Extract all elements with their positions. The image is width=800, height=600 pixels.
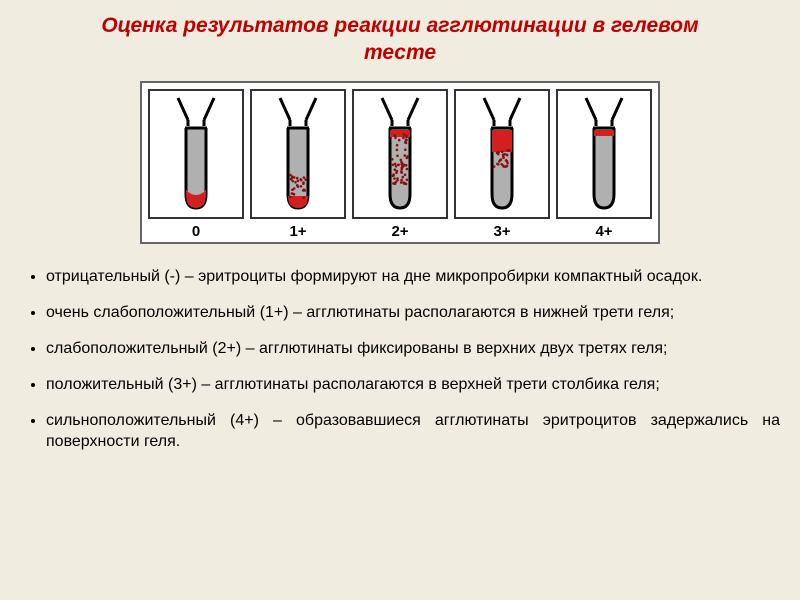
list-item: отрицательный (-) – эритроциты формируют… (46, 266, 780, 287)
tube-diagram (352, 89, 448, 219)
bullet-list: отрицательный (-) – эритроциты формируют… (20, 266, 780, 453)
list-item: слабоположительный (2+) – агглютинаты фи… (46, 338, 780, 359)
tube-label: 0 (148, 223, 244, 240)
list-item: положительный (3+) – агглютинаты распола… (46, 374, 780, 395)
list-item: очень слабоположительный (1+) – агглютин… (46, 302, 780, 323)
tube-label: 1+ (250, 223, 346, 240)
tube-cell: 0 (148, 89, 244, 240)
title-line1: Оценка результатов реакции агглютинации … (101, 14, 698, 37)
list-item: сильноположительный (4+) – образовавшиес… (46, 410, 780, 452)
tube-cell: 1+ (250, 89, 346, 240)
title-line2: тесте (364, 41, 436, 64)
tube-diagram (454, 89, 550, 219)
tube-label: 4+ (556, 223, 652, 240)
tube-cell: 3+ (454, 89, 550, 240)
tube-diagram (250, 89, 346, 219)
tube-cell: 2+ (352, 89, 448, 240)
tubes-panel: 0 1+ 2+ 3+ 4+ (140, 81, 660, 244)
tube-label: 3+ (454, 223, 550, 240)
tube-diagram (556, 89, 652, 219)
tube-label: 2+ (352, 223, 448, 240)
tube-diagram (148, 89, 244, 219)
page-title: Оценка результатов реакции агглютинации … (20, 12, 780, 67)
tube-cell: 4+ (556, 89, 652, 240)
